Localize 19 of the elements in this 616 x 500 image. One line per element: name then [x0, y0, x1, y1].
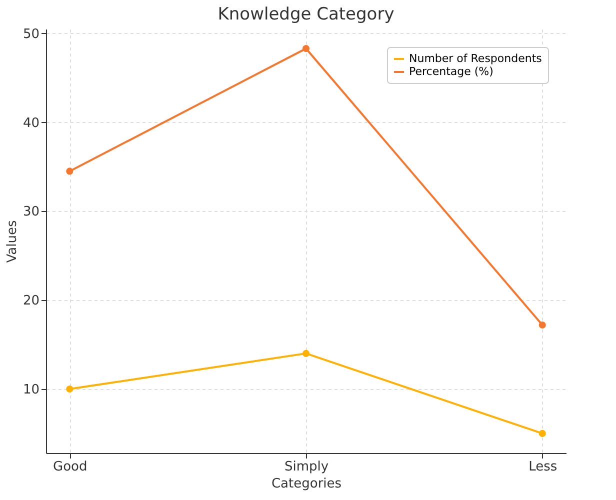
x-tick-label: Less [528, 460, 558, 474]
point [66, 168, 74, 175]
y-axis-title: Values [4, 220, 20, 263]
y-tick-label: 40 [22, 116, 40, 131]
point [302, 350, 310, 357]
point [66, 385, 74, 393]
point [538, 321, 546, 329]
x-tick-label: Good [53, 460, 88, 474]
legend-label: Number of Respondents [409, 52, 542, 65]
legend-label: Percentage (%) [409, 65, 494, 78]
x-tick-label: Simply [284, 460, 329, 474]
y-tick-label: 10 [22, 382, 40, 398]
y-tick-label: 20 [22, 294, 40, 309]
x-axis-title: Categories [271, 476, 342, 492]
point [538, 430, 546, 437]
point [302, 45, 310, 52]
y-tick-label: 50 [22, 26, 40, 42]
y-tick-label: 30 [22, 204, 40, 220]
chart-title: Knowledge Category [218, 4, 394, 24]
